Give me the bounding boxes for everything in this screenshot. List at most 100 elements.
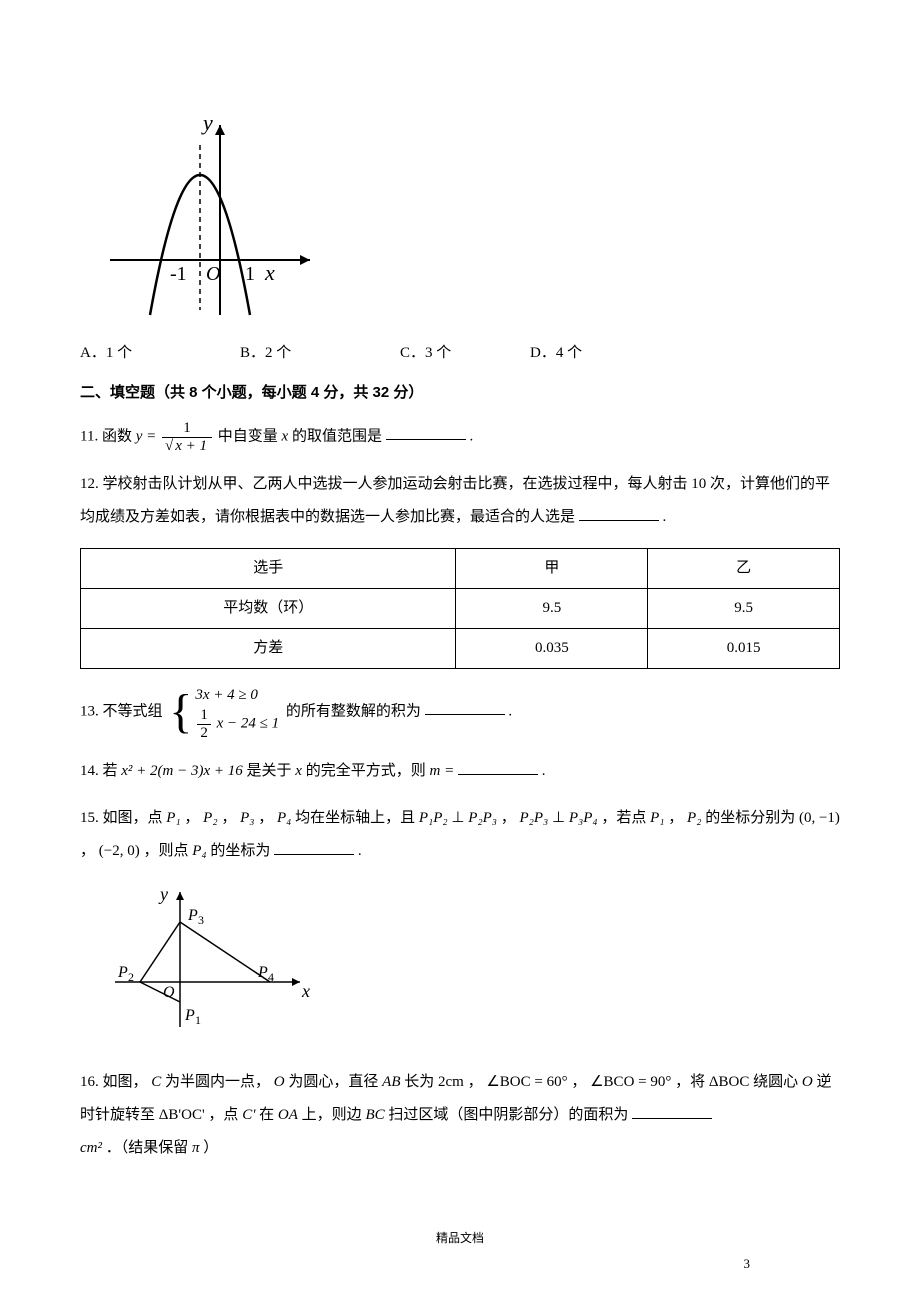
svg-text:P: P [117, 964, 128, 981]
table-row: 方差 0.035 0.015 [81, 629, 840, 669]
q14-mid1: 是关于 [247, 763, 296, 779]
q16-t12: 扫过区域（图中阴影部分）的面积为 [388, 1107, 628, 1123]
q15-p2: P₂ [203, 810, 217, 826]
q16-t13: ．（结果保留 [106, 1140, 192, 1156]
svg-text:O: O [163, 984, 175, 1001]
q16-t10: 在 [259, 1107, 278, 1123]
page-footer: 精品文档 3 [80, 1225, 840, 1252]
q15-perp2a: P₂P₃ [520, 810, 549, 826]
q16-tri1: ΔBOC [709, 1074, 750, 1090]
r1c0: 方差 [81, 629, 456, 669]
question-16: 16. 如图， C 为半圆内一点， O 为圆心，直径 AB 长为 2cm ， ∠… [80, 1066, 840, 1165]
q15-t2: 均在坐标轴上，且 [295, 810, 419, 826]
svg-text:P: P [257, 964, 268, 981]
q14-m: m = [429, 763, 454, 779]
q15-perp2b: P₃P₄ [569, 810, 598, 826]
option-b: B．2 个 [240, 340, 400, 367]
svg-text:y: y [158, 884, 168, 904]
svg-text:-1: -1 [170, 263, 187, 285]
q14-expr: x² + 2(m − 3)x + 16 [121, 763, 243, 779]
q15-c1b: ， [668, 810, 683, 826]
svg-text:1: 1 [245, 263, 255, 285]
q14-blank [458, 760, 538, 775]
sqrt-icon [165, 438, 173, 455]
svg-text:y: y [201, 110, 213, 135]
q15-t4: 的坐标分别为 [705, 810, 799, 826]
q16-unit: cm² [80, 1140, 102, 1156]
q12-text: 12. 学校射击队计划从甲、乙两人中选拔一人参加运动会射击比赛，在选拔过程中，每… [80, 476, 830, 525]
svg-text:x: x [301, 981, 310, 1001]
q15-c1: ， [184, 810, 199, 826]
q16-t5: ， [468, 1074, 483, 1090]
q15-c2: ， [221, 810, 236, 826]
q15-period: . [358, 843, 362, 859]
q11-period: . [469, 428, 473, 444]
q13-frac: 1 2 [197, 707, 211, 741]
q16-len: 2cm [438, 1074, 464, 1090]
q16-ang1: ∠BOC = 60° [486, 1074, 567, 1090]
q13-system: { 3x + 4 ≥ 0 1 2 x − 24 ≤ 1 [169, 683, 279, 741]
r1c2: 0.015 [648, 629, 840, 669]
q16-t7: 绕圆心 [753, 1074, 802, 1090]
r1c1: 0.035 [456, 629, 648, 669]
q16-Cp: C' [242, 1107, 255, 1123]
coord-figure: y x O P 1 P 2 P 3 P 4 [110, 882, 840, 1052]
q13-frac-den: 2 [197, 725, 211, 742]
q16-c1: ， [571, 1074, 586, 1090]
q15-c5: ， [80, 843, 95, 859]
q14-mid2: 的完全平方式，则 [306, 763, 430, 779]
svg-text:4: 4 [268, 970, 274, 984]
q13-suffix: 的所有整数解的积为 [286, 703, 421, 719]
question-12: 12. 学校射击队计划从甲、乙两人中选拔一人参加运动会射击比赛，在选拔过程中，每… [80, 468, 840, 534]
q16-t4: 长为 [404, 1074, 438, 1090]
q16-O2: O [802, 1074, 813, 1090]
question-11: 11. 函数 y = 1 x + 1 中自变量 x 的取值范围是 . [80, 420, 840, 454]
q12-period: . [663, 509, 667, 525]
question-15: 15. 如图，点 P₁ ， P₂ ， P₃ ， P₄ 均在坐标轴上，且 P₁P₂… [80, 802, 840, 868]
options-row: A．1 个 B．2 个 C．3 个 D．4 个 [80, 340, 840, 367]
q15-p1: P₁ [166, 810, 180, 826]
q15-p4b: P₄ [192, 843, 206, 859]
q16-tri2: ΔB'OC' [159, 1107, 205, 1123]
q13-blank [425, 700, 505, 715]
q15-perp2: ⊥ [552, 810, 569, 826]
q13-line2-rest: x − 24 ≤ 1 [217, 715, 280, 731]
q16-t9: ，点 [208, 1107, 242, 1123]
q12-table: 选手 甲 乙 平均数（环） 9.5 9.5 方差 0.035 0.015 [80, 548, 840, 669]
q15-p3: P₃ [240, 810, 254, 826]
svg-text:P: P [184, 1007, 195, 1024]
q15-perp1b: P₂P₃ [468, 810, 497, 826]
q14-period: . [542, 763, 546, 779]
q16-t2: 为半圆内一点， [165, 1074, 270, 1090]
q11-prefix: 11. 函数 [80, 428, 136, 444]
q16-C: C [151, 1074, 161, 1090]
q12-blank [579, 506, 659, 521]
q11-sqrt-inner: x + 1 [173, 437, 209, 454]
q13-line1: 3x + 4 ≥ 0 [195, 683, 279, 707]
q11-mid: 中自变量 [218, 428, 282, 444]
svg-text:P: P [187, 907, 198, 924]
svg-text:2: 2 [128, 970, 134, 984]
q16-t6: ，将 [675, 1074, 709, 1090]
option-a: A．1 个 [80, 340, 240, 367]
q11-fraction: 1 x + 1 [162, 420, 212, 454]
q15-perp1: ⊥ [451, 810, 468, 826]
q15-t3: ，若点 [601, 810, 650, 826]
th-0: 选手 [81, 549, 456, 589]
q15-c4: ， [501, 810, 516, 826]
question-13: 13. 不等式组 { 3x + 4 ≥ 0 1 2 x − 24 ≤ 1 的所有… [80, 683, 840, 741]
parabola-figure: -1 1 O x y [110, 110, 840, 330]
q15-p2b: P₂ [687, 810, 701, 826]
option-d: D．4 个 [530, 340, 660, 367]
q13-prefix: 13. 不等式组 [80, 703, 166, 719]
q16-O: O [274, 1074, 285, 1090]
q16-t11: 上，则边 [302, 1107, 366, 1123]
svg-text:3: 3 [198, 913, 204, 927]
q15-coord1: (0, −1) [799, 810, 840, 826]
q16-AB: AB [382, 1074, 400, 1090]
q15-c3: ， [258, 810, 273, 826]
question-14: 14. 若 x² + 2(m − 3)x + 16 是关于 x 的完全平方式，则… [80, 755, 840, 788]
q15-coord2: (−2, 0) [99, 843, 140, 859]
q16-BC: BC [365, 1107, 384, 1123]
section-2-title: 二、填空题（共 8 个小题，每小题 4 分，共 32 分） [80, 379, 840, 406]
